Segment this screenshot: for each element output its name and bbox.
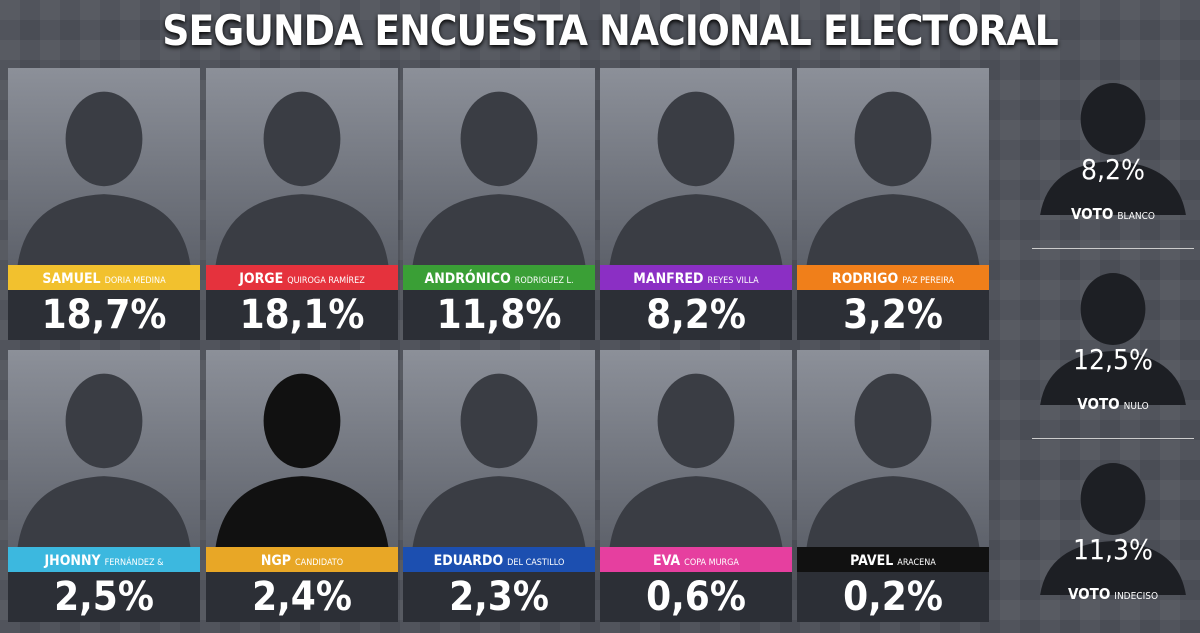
sub-label: NULO <box>1123 401 1149 412</box>
label: VOTO <box>1077 395 1120 413</box>
silhouette <box>1040 463 1186 595</box>
label: VOTO <box>1067 585 1111 603</box>
percentage: 8,2% <box>600 290 792 340</box>
first-name: EVA <box>653 553 681 569</box>
name-bar: JHONNY FERNÁNDEZ & <box>8 547 200 572</box>
silhouette-box <box>1032 65 1194 219</box>
percentage: 3,2% <box>797 290 989 340</box>
percentage: 18,1% <box>206 290 398 340</box>
title: SEGUNDA ENCUESTA NACIONAL ELECTORAL <box>162 6 1059 55</box>
other-vote: 8,2% VOTO BLANCO <box>1032 65 1194 245</box>
first-name: NGP <box>260 553 291 569</box>
silhouette-box <box>1032 445 1194 599</box>
last-name: CANDIDATO <box>295 558 344 568</box>
last-name: DEL CASTILLO <box>507 558 565 568</box>
candidate-photo <box>8 350 200 547</box>
candidate-photo <box>600 350 792 547</box>
first-name: JHONNY <box>44 553 101 569</box>
candidate-card: EDUARDO DEL CASTILLO 2,3% <box>403 350 595 622</box>
candidate-card: RODRIGO PAZ PEREIRA 3,2% <box>797 68 989 340</box>
name-bar: RODRIGO PAZ PEREIRA <box>797 265 989 290</box>
last-name: ARACENA <box>897 558 936 568</box>
candidate-photo <box>797 68 989 265</box>
separator <box>1032 248 1194 249</box>
separator <box>1032 438 1194 439</box>
last-name: PAZ PEREIRA <box>902 276 955 286</box>
candidate-card: JHONNY FERNÁNDEZ & 2,5% <box>8 350 200 622</box>
first-name: ANDRÓNICO <box>424 271 511 287</box>
last-name: FERNÁNDEZ & <box>104 558 164 568</box>
label: VOTO <box>1071 205 1114 223</box>
percentage: 0,2% <box>797 572 989 622</box>
candidate-photo <box>600 68 792 265</box>
first-name: RODRIGO <box>831 271 899 287</box>
first-name: SAMUEL <box>42 271 101 287</box>
name-bar: EDUARDO DEL CASTILLO <box>403 547 595 572</box>
silhouette <box>412 91 586 265</box>
candidate-card: MANFRED REYES VILLA 8,2% <box>600 68 792 340</box>
candidate-photo <box>797 350 989 547</box>
name-bar: JORGE QUIROGA RAMÍREZ <box>206 265 398 290</box>
name-bar: NGP CANDIDATO <box>206 547 398 572</box>
last-name: REYES VILLA <box>707 276 759 286</box>
first-name: MANFRED <box>633 271 704 287</box>
silhouette <box>609 91 783 265</box>
silhouette <box>17 91 191 265</box>
candidate-photo <box>206 350 398 547</box>
sub-label: INDECISO <box>1114 591 1159 602</box>
silhouette <box>1040 273 1186 405</box>
candidate-photo <box>206 68 398 265</box>
percentage: 2,4% <box>206 572 398 622</box>
vote-label: VOTO NULO <box>1032 395 1194 413</box>
silhouette <box>215 373 389 547</box>
candidate-card: JORGE QUIROGA RAMÍREZ 18,1% <box>206 68 398 340</box>
silhouette <box>806 91 980 265</box>
percentage: 0,6% <box>600 572 792 622</box>
name-bar: PAVEL ARACENA <box>797 547 989 572</box>
first-name: PAVEL <box>850 553 894 569</box>
name-bar: EVA COPA MURGA <box>600 547 792 572</box>
other-vote: 11,3% VOTO INDECISO <box>1032 445 1194 625</box>
name-bar: SAMUEL DORIA MEDINA <box>8 265 200 290</box>
candidate-photo <box>403 350 595 547</box>
percentage: 11,8% <box>403 290 595 340</box>
last-name: COPA MURGA <box>684 558 739 568</box>
vote-label: VOTO BLANCO <box>1032 205 1194 223</box>
silhouette <box>215 91 389 265</box>
candidate-card: NGP CANDIDATO 2,4% <box>206 350 398 622</box>
candidate-card: EVA COPA MURGA 0,6% <box>600 350 792 622</box>
other-vote: 12,5% VOTO NULO <box>1032 255 1194 435</box>
silhouette <box>17 373 191 547</box>
percentage: 18,7% <box>8 290 200 340</box>
percentage: 12,5% <box>1072 343 1153 376</box>
silhouette-box <box>1032 255 1194 409</box>
candidate-card: PAVEL ARACENA 0,2% <box>797 350 989 622</box>
candidate-card: SAMUEL DORIA MEDINA 18,7% <box>8 68 200 340</box>
candidate-photo <box>8 68 200 265</box>
last-name: QUIROGA RAMÍREZ <box>287 276 365 286</box>
silhouette <box>609 373 783 547</box>
name-bar: ANDRÓNICO RODRIGUEZ L. <box>403 265 595 290</box>
first-name: JORGE <box>239 271 284 287</box>
candidate-photo <box>403 68 595 265</box>
percentage: 8,2% <box>1081 153 1145 186</box>
silhouette <box>1040 83 1186 215</box>
name-bar: MANFRED REYES VILLA <box>600 265 792 290</box>
percentage: 2,3% <box>403 572 595 622</box>
last-name: DORIA MEDINA <box>104 276 166 286</box>
candidate-card: ANDRÓNICO RODRIGUEZ L. 11,8% <box>403 68 595 340</box>
silhouette <box>806 373 980 547</box>
last-name: RODRIGUEZ L. <box>514 276 574 286</box>
first-name: EDUARDO <box>433 553 504 569</box>
sub-label: BLANCO <box>1117 211 1155 222</box>
vote-label: VOTO INDECISO <box>1032 585 1194 603</box>
silhouette <box>412 373 586 547</box>
percentage: 11,3% <box>1072 533 1153 566</box>
percentage: 2,5% <box>8 572 200 622</box>
